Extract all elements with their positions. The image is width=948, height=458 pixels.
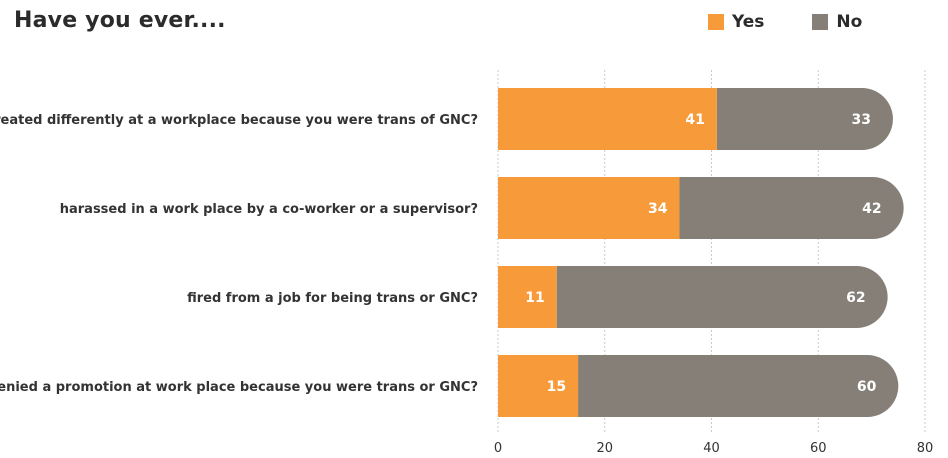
x-tick-label-60: 60 xyxy=(810,441,827,456)
x-tick-label-20: 20 xyxy=(596,441,613,456)
bar-yes xyxy=(498,266,557,328)
value-label-no: 62 xyxy=(846,290,865,306)
x-tick-label-0: 0 xyxy=(494,441,502,456)
legend-swatch-yes xyxy=(708,14,724,30)
category-label: fired from a job for being trans or GNC? xyxy=(187,291,478,306)
category-label: treated differently at a workplace becau… xyxy=(0,113,478,128)
value-label-yes: 34 xyxy=(648,201,668,217)
legend-item-no: No xyxy=(812,12,862,32)
value-label-no: 42 xyxy=(862,201,881,217)
legend-label-no: No xyxy=(836,12,863,32)
value-label-no: 33 xyxy=(851,112,870,128)
bar-no xyxy=(716,88,893,150)
bar-no xyxy=(556,266,888,328)
bar-yes xyxy=(498,355,579,417)
value-label-yes: 41 xyxy=(685,112,704,128)
bar-yes xyxy=(498,88,717,150)
chart-title: Have you ever.... xyxy=(14,8,226,33)
x-tick-label-40: 40 xyxy=(703,441,720,456)
legend-label-yes: Yes xyxy=(732,12,765,32)
value-label-yes: 11 xyxy=(525,290,544,306)
bar-no xyxy=(679,177,904,239)
legend-swatch-no xyxy=(812,14,829,30)
category-label: harassed in a work place by a co-worker … xyxy=(60,202,478,217)
value-label-yes: 15 xyxy=(547,379,566,395)
x-tick-label-80: 80 xyxy=(917,441,934,456)
category-label: denied a promotion at work place because… xyxy=(0,380,478,395)
value-label-no: 60 xyxy=(857,379,877,395)
legend: Yes No xyxy=(708,12,862,32)
bar-yes xyxy=(498,177,680,239)
legend-item-yes: Yes xyxy=(708,12,764,32)
bar-no xyxy=(578,355,899,417)
